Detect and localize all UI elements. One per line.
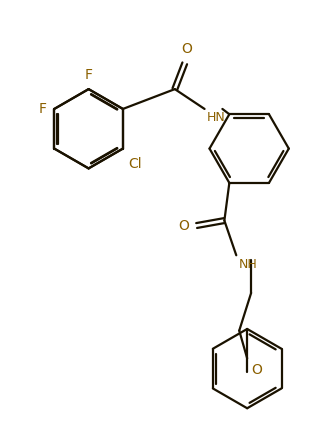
Text: O: O — [181, 43, 192, 56]
Text: F: F — [85, 68, 93, 82]
Text: Cl: Cl — [128, 156, 142, 170]
Text: O: O — [178, 219, 189, 233]
Text: F: F — [38, 102, 46, 116]
Text: NH: NH — [239, 258, 258, 271]
Text: O: O — [251, 363, 262, 377]
Text: HN: HN — [207, 111, 225, 124]
